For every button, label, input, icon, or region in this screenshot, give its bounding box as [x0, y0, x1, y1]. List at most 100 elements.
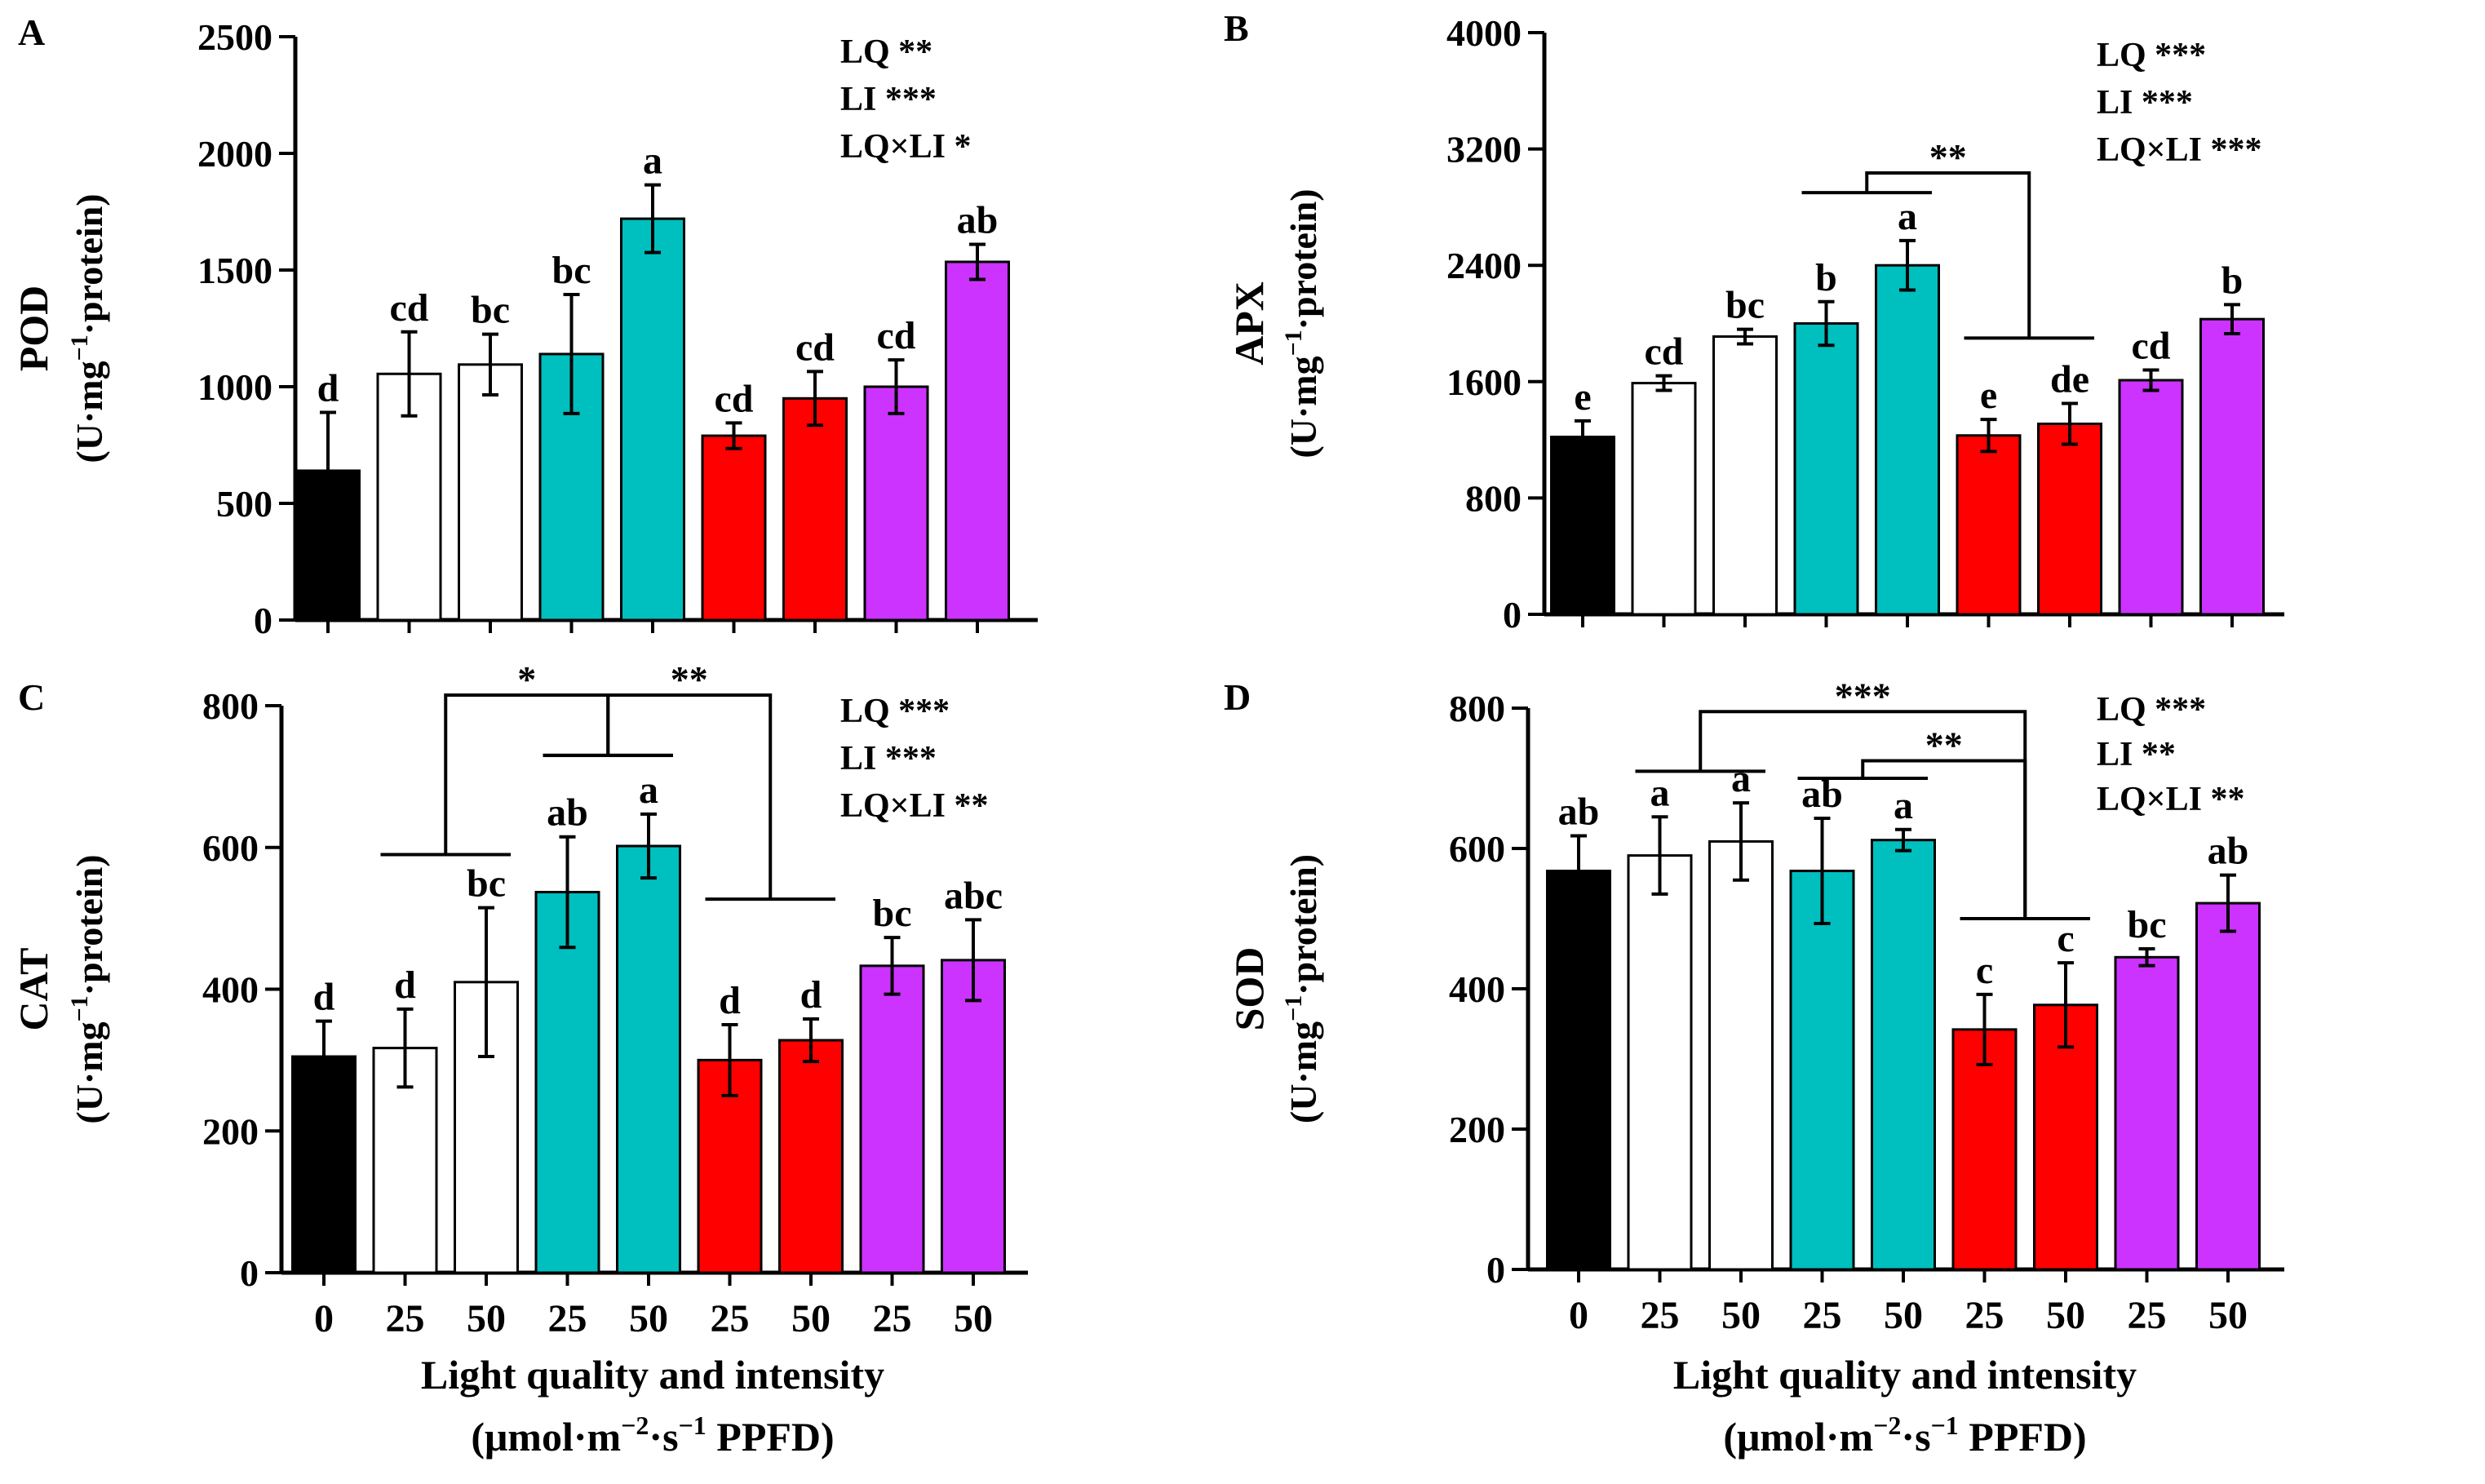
- bar: [1627, 854, 1693, 1271]
- y-tick-label: 2500: [197, 16, 272, 58]
- significance-letter: bc: [467, 862, 506, 906]
- significance-letter: b: [1815, 256, 1837, 299]
- panel-label: A: [18, 11, 45, 53]
- y-unit-suffix: ·protein): [69, 854, 110, 995]
- stats-annotation: LQ ***: [840, 693, 950, 730]
- significance-letter: a: [1898, 195, 1917, 238]
- significance-letter: d: [800, 973, 822, 1017]
- x-tick-label: 50: [2208, 1294, 2248, 1337]
- y-axis-unit: (U·mg−1·protein): [1280, 188, 1324, 458]
- significance-letter: bc: [1725, 284, 1765, 327]
- x-tick-label: 0: [314, 1297, 334, 1340]
- y-unit-prefix: (U·mg: [69, 1021, 110, 1123]
- stats-annotation: LI ***: [840, 740, 937, 777]
- y-unit-suffix: ·protein): [69, 193, 110, 334]
- bar: [782, 396, 848, 622]
- y-axis-unit: (U·mg−1·protein): [66, 193, 110, 463]
- x-tick-label: 25: [2128, 1294, 2167, 1337]
- significance-bracket: [1865, 171, 2031, 339]
- stats-annotation: LQ ***: [2097, 37, 2206, 74]
- significance-letter: a: [1650, 771, 1670, 814]
- y-tick-label: 2000: [197, 133, 272, 175]
- significance-letter: e: [1574, 375, 1591, 419]
- significance-letter: abc: [944, 874, 1003, 917]
- bar: [2195, 901, 2261, 1271]
- x-unit-mid: ·s: [1901, 1414, 1930, 1460]
- bar: [778, 1039, 844, 1274]
- x-tick-label: 0: [1569, 1294, 1588, 1337]
- y-tick-label: 1600: [1446, 361, 1522, 403]
- significance-letter: de: [2050, 358, 2089, 401]
- y-unit-prefix: (U·mg: [1282, 356, 1324, 458]
- y-tick-label: 3200: [1446, 129, 1522, 171]
- x-tick-label: 25: [1803, 1294, 1842, 1337]
- significance-letter: bc: [2128, 903, 2167, 946]
- significance-letter: ab: [2208, 830, 2249, 873]
- y-tick-label: 400: [1449, 968, 1505, 1010]
- significance-letter: a: [1894, 784, 1913, 827]
- x-unit-mid: ·s: [649, 1414, 678, 1460]
- y-unit-suffix: ·protein): [1282, 188, 1324, 330]
- y-tick-label: 0: [240, 1252, 259, 1294]
- significance-letter: d: [317, 366, 339, 410]
- bar: [1708, 839, 1774, 1271]
- y-tick-label: 400: [202, 969, 259, 1011]
- significance-letter: c: [2057, 917, 2074, 960]
- panel-label: D: [1224, 676, 1251, 718]
- bracket-label: ***: [1835, 675, 1891, 716]
- y-unit-superscript: −1: [66, 334, 93, 361]
- stats-annotation: LI ***: [840, 81, 937, 118]
- y-tick-label: 1500: [197, 250, 272, 291]
- x-unit-superscript: −1: [1931, 1411, 1959, 1440]
- significance-letter: c: [1976, 949, 1993, 992]
- significance-letter: cd: [795, 326, 835, 369]
- bar: [2118, 379, 2184, 616]
- x-axis-title-left-line2: (μmol·m−2·s−1 PPFD): [471, 1411, 834, 1460]
- panel-label: B: [1224, 7, 1249, 49]
- x-tick-label: 25: [873, 1297, 912, 1340]
- bar: [616, 844, 681, 1274]
- x-tick-label: 25: [1641, 1294, 1680, 1337]
- stats-annotation: LQ **: [840, 33, 932, 71]
- y-tick-label: 500: [216, 483, 272, 525]
- bar: [458, 363, 523, 622]
- x-unit-suffix: PPFD): [707, 1414, 835, 1460]
- x-axis-title-right-line2: (μmol·m−2·s−1 PPFD): [1723, 1411, 2086, 1460]
- y-unit-superscript: −1: [66, 995, 93, 1021]
- y-tick-label: 0: [254, 600, 272, 641]
- x-tick-label: 50: [629, 1297, 668, 1340]
- bar: [941, 959, 1006, 1274]
- bar: [945, 260, 1010, 622]
- significance-letter: cd: [390, 286, 429, 330]
- x-axis-title-left-line1: Light quality and intensity: [421, 1352, 884, 1398]
- bar: [1793, 322, 1859, 616]
- significance-letter: ab: [1558, 791, 1600, 834]
- x-tick-label: 50: [1721, 1294, 1761, 1337]
- significance-letter: d: [394, 963, 416, 1007]
- y-tick-label: 2400: [1446, 245, 1522, 286]
- bracket-label: **: [1929, 136, 1967, 178]
- y-unit-prefix: (U·mg: [1282, 1021, 1324, 1123]
- bar: [2114, 955, 2180, 1271]
- y-unit-suffix: ·protein): [1282, 854, 1324, 995]
- y-axis-title: CAT: [11, 948, 56, 1031]
- stats-annotation: LQ×LI **: [2097, 781, 2244, 818]
- significance-letter: bc: [552, 249, 591, 292]
- significance-letter: cd: [877, 314, 916, 357]
- y-tick-label: 800: [1449, 688, 1505, 729]
- x-tick-label: 25: [1965, 1294, 2004, 1337]
- y-tick-label: 0: [1486, 1249, 1505, 1291]
- bar: [1631, 382, 1697, 616]
- bar: [1871, 839, 1936, 1271]
- bar: [1956, 434, 2022, 616]
- bar: [1875, 264, 1940, 616]
- x-tick-label: 50: [2046, 1294, 2085, 1337]
- bar: [1789, 870, 1855, 1271]
- significance-letter: ab: [957, 199, 999, 242]
- bar: [2037, 422, 2102, 616]
- y-tick-label: 800: [202, 685, 259, 727]
